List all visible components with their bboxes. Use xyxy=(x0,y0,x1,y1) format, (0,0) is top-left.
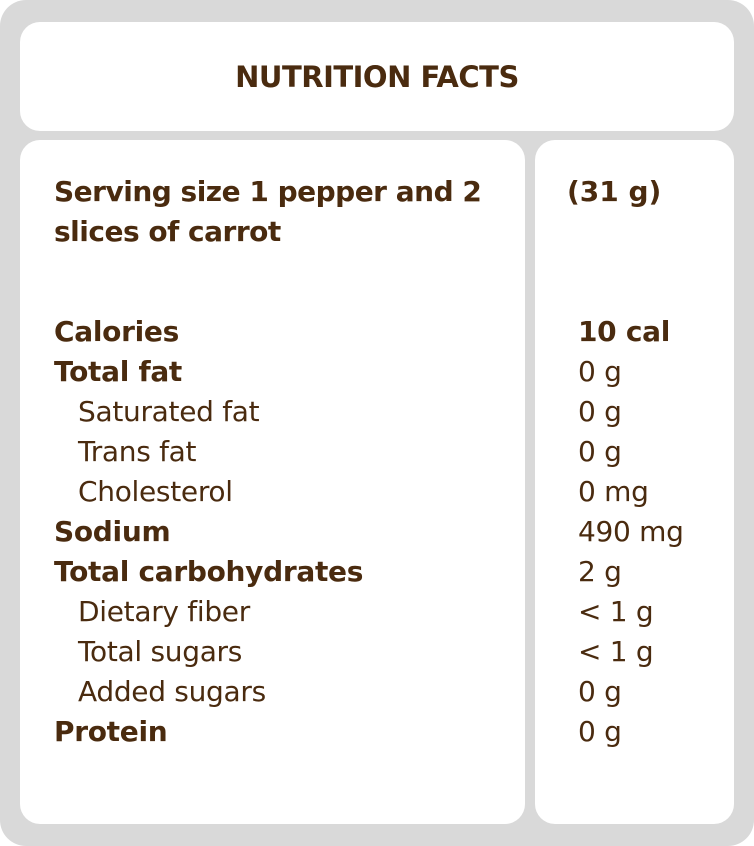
nutrient-value: < 1 g xyxy=(578,595,654,628)
nutrient-name: Calories xyxy=(54,315,179,348)
nutrient-value: < 1 g xyxy=(578,635,654,668)
nutrient-value: 0 mg xyxy=(578,475,649,508)
nutrient-values-card: (31 g) 10 cal 0 g 0 g 0 g 0 mg 490 mg 2 g < 1 g… xyxy=(535,140,734,824)
nutrient-name: Cholesterol xyxy=(78,475,233,508)
nutrient-name: Total sugars xyxy=(78,635,243,668)
nutrient-names-card: Serving size 1 pepper and 2 slices of ca… xyxy=(20,140,525,824)
nutrient-name: Added sugars xyxy=(78,675,266,708)
serving-amount: (31 g) xyxy=(567,175,662,208)
serving-size: Serving size 1 pepper and 2 slices of ca… xyxy=(54,175,482,248)
nutrient-value: 0 g xyxy=(578,395,622,428)
nutrient-value: 0 g xyxy=(578,355,622,388)
nutrient-name: Sodium xyxy=(54,515,171,548)
nutrient-name: Dietary fiber xyxy=(78,595,250,628)
nutrient-value: 0 g xyxy=(578,675,622,708)
nutrient-value: 0 g xyxy=(578,435,622,468)
nutrient-value: 0 g xyxy=(578,715,622,748)
header-card: NUTRITION FACTS xyxy=(20,22,734,131)
nutrient-name: Total fat xyxy=(54,355,183,388)
title: NUTRITION FACTS xyxy=(235,59,519,94)
nutrient-name: Saturated fat xyxy=(78,395,260,428)
nutrient-value: 2 g xyxy=(578,555,622,588)
nutrient-value: 490 mg xyxy=(578,515,684,548)
nutrient-name: Protein xyxy=(54,715,168,748)
nutrient-name: Trans fat xyxy=(78,435,197,468)
nutrient-value: 10 cal xyxy=(578,315,671,348)
nutrient-name: Total carbohydrates xyxy=(54,555,364,588)
